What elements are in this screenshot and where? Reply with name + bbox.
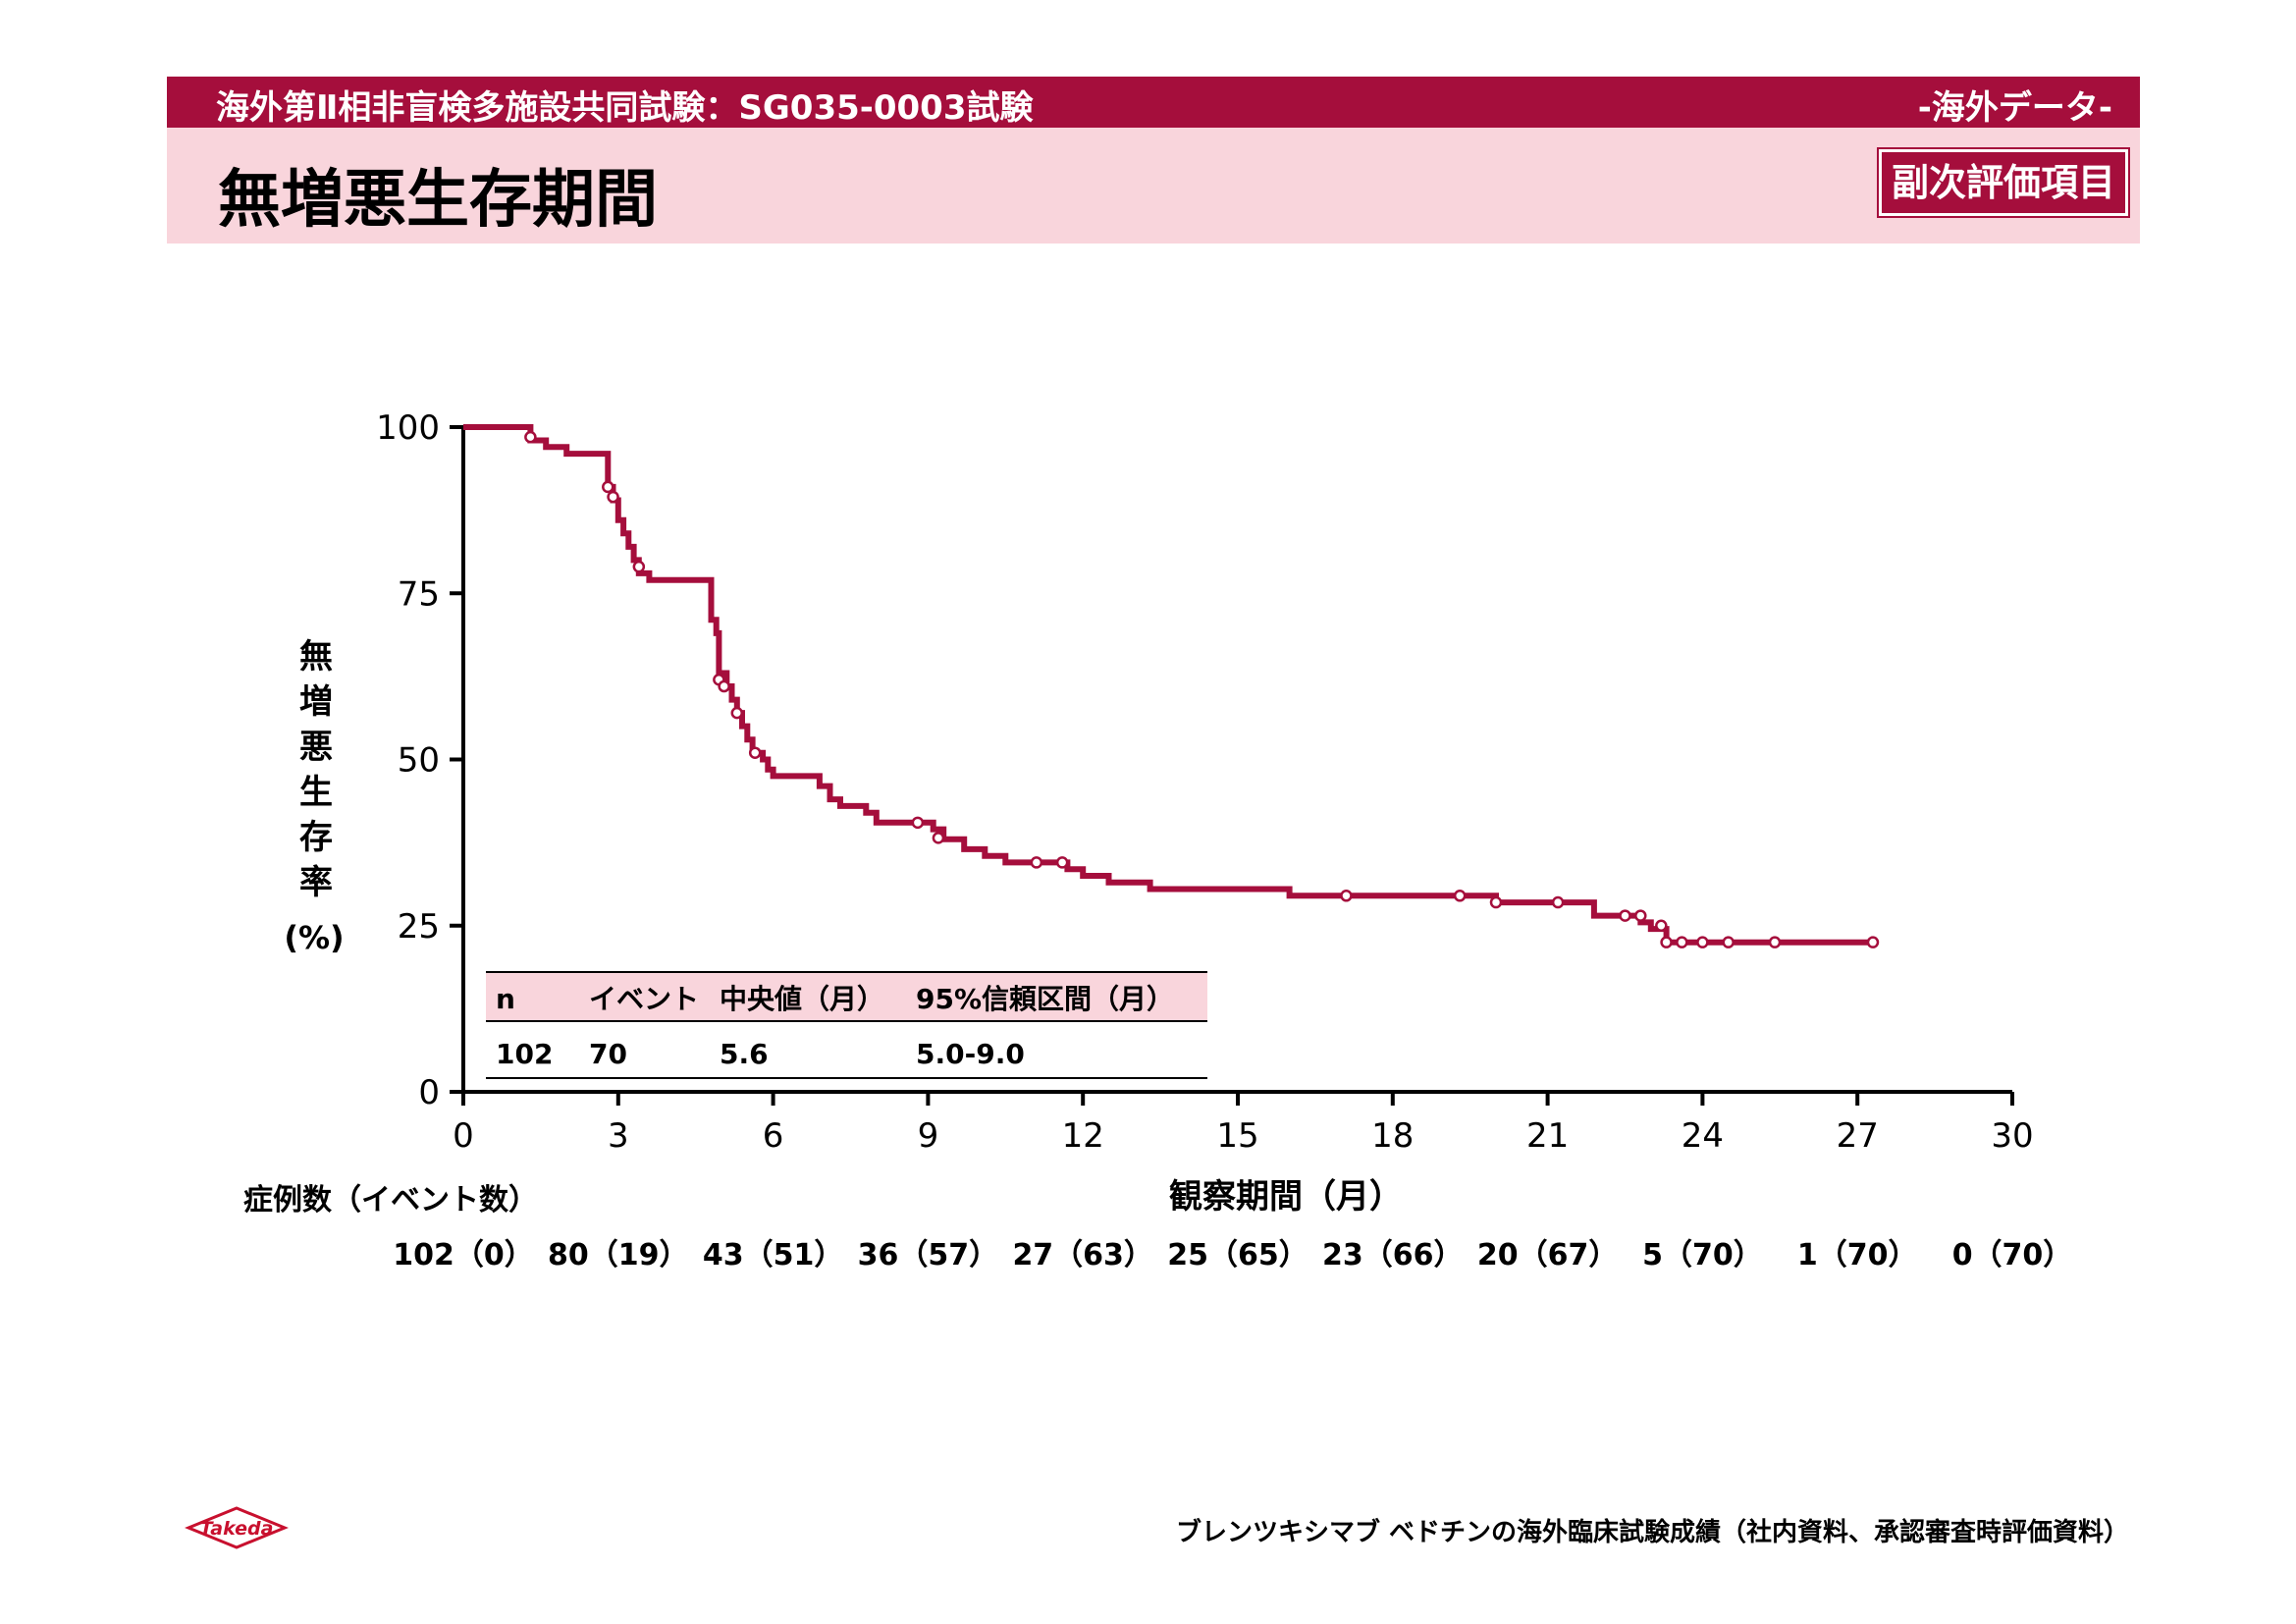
takeda-logo: Takeda [185, 1506, 289, 1549]
censor-marks [524, 430, 1880, 948]
page-title: 無増悪生存期間 [218, 164, 658, 237]
table-header-n: n [496, 983, 515, 1015]
at-risk-value: 0（70） [1952, 1238, 2073, 1272]
censor-mark [1453, 890, 1467, 902]
censor-mark [632, 560, 646, 573]
censor-mark [1634, 909, 1647, 922]
x-tick-label: 6 [763, 1116, 784, 1156]
summary-table-header-bg [486, 972, 1207, 1021]
x-tick-label: 9 [918, 1116, 939, 1156]
y-tick-label: 25 [398, 907, 440, 947]
summary-table: n イベント 中央値（月） 95%信頼区間（月） 102 70 5.6 5.0-… [486, 971, 1207, 1079]
y-axis-label-char: 悪 [299, 728, 333, 767]
at-risk-value: 25（65） [1167, 1238, 1308, 1272]
censor-mark [1655, 919, 1668, 932]
censor-mark [1696, 936, 1709, 948]
y-axis-label-char: 生 [299, 773, 333, 812]
table-cell-ci: 5.0-9.0 [916, 1038, 1025, 1070]
y-axis-label-char: 存 [299, 818, 333, 857]
y-axis-unit: (%) [284, 919, 344, 956]
censor-mark [718, 679, 730, 693]
y-axis-label-char: 無 [299, 637, 333, 677]
censor-mark [524, 430, 537, 444]
x-tick-label: 0 [453, 1116, 474, 1156]
censor-mark [1660, 936, 1673, 948]
x-tick-label: 15 [1216, 1116, 1258, 1156]
at-risk-value: 5（70） [1642, 1238, 1763, 1272]
y-ticks: 0 25 50 75 100 [376, 408, 463, 1112]
at-risk-value: 1（70） [1797, 1238, 1918, 1272]
censor-mark [1030, 856, 1043, 869]
censor-mark [1722, 936, 1735, 948]
censor-mark [602, 480, 614, 494]
censor-mark [911, 816, 925, 830]
y-tick-label: 75 [398, 574, 440, 614]
x-tick-label: 30 [1991, 1116, 2033, 1156]
x-tick-label: 3 [608, 1116, 629, 1156]
at-risk-value: 27（63） [1012, 1238, 1153, 1272]
endpoint-badge: 副次評価項目 [1878, 149, 2128, 216]
table-header-events: イベント [589, 983, 699, 1015]
table-cell-events: 70 [589, 1038, 627, 1070]
x-tick-label: 12 [1062, 1116, 1104, 1156]
table-header-median: 中央値（月） [720, 983, 884, 1015]
censor-mark [1619, 909, 1631, 922]
censor-mark [730, 706, 744, 720]
x-axis-label: 観察期間（月） [1169, 1177, 1403, 1217]
x-tick-label: 21 [1526, 1116, 1569, 1156]
at-risk-value: 80（19） [548, 1238, 689, 1272]
y-tick-label: 50 [398, 741, 440, 781]
study-header-bar: 海外第Ⅱ相非盲検多施設共同試験：SG035-0003試験 -海外データ- [167, 77, 2140, 128]
at-risk-value: 102（0） [393, 1238, 534, 1272]
censor-mark [1768, 936, 1782, 948]
km-curve [463, 424, 1873, 946]
x-tick-label: 24 [1682, 1116, 1724, 1156]
censor-mark [607, 490, 619, 504]
at-risk-value: 43（51） [703, 1238, 844, 1272]
censor-mark [1055, 856, 1069, 869]
censor-mark [932, 832, 945, 844]
y-tick-label: 0 [418, 1073, 440, 1112]
title-bar: 無増悪生存期間 副次評価項目 [167, 128, 2140, 244]
censor-mark [1866, 936, 1880, 948]
overseas-data-tag: -海外データ- [1917, 88, 2112, 128]
y-axis-label-char: 率 [299, 863, 333, 902]
at-risk-value: 23（66） [1322, 1238, 1464, 1272]
x-tick-label: 27 [1837, 1116, 1879, 1156]
at-risk-value: 36（57） [858, 1238, 999, 1272]
logo-text: Takeda [200, 1518, 274, 1540]
y-tick-label: 100 [376, 408, 440, 448]
source-note: ブレンツキシマブ ベドチンの海外臨床試験成績（社内資料、承認審査時評価資料） [1175, 1518, 2129, 1547]
study-name: 海外第Ⅱ相非盲検多施設共同試験：SG035-0003試験 [216, 88, 1034, 128]
censor-mark [1340, 890, 1353, 902]
censor-mark [748, 746, 762, 759]
censor-mark [1676, 936, 1688, 948]
table-header-ci: 95%信頼区間（月） [916, 983, 1174, 1015]
at-risk-row: 102（0） 80（19） 43（51） 36（57） 27（63） 25（65） 23（6… [393, 1238, 2072, 1272]
y-axis-label-char: 増 [299, 682, 333, 722]
censor-mark [1551, 895, 1565, 909]
censor-mark [1489, 895, 1503, 909]
at-risk-value: 20（67） [1477, 1238, 1619, 1272]
x-tick-label: 18 [1371, 1116, 1414, 1156]
table-cell-median: 5.6 [720, 1038, 769, 1070]
at-risk-label: 症例数（イベント数） [243, 1183, 538, 1218]
x-ticks: 0 3 6 9 12 15 18 21 24 27 30 [453, 1092, 2034, 1156]
table-cell-n: 102 [496, 1038, 553, 1070]
